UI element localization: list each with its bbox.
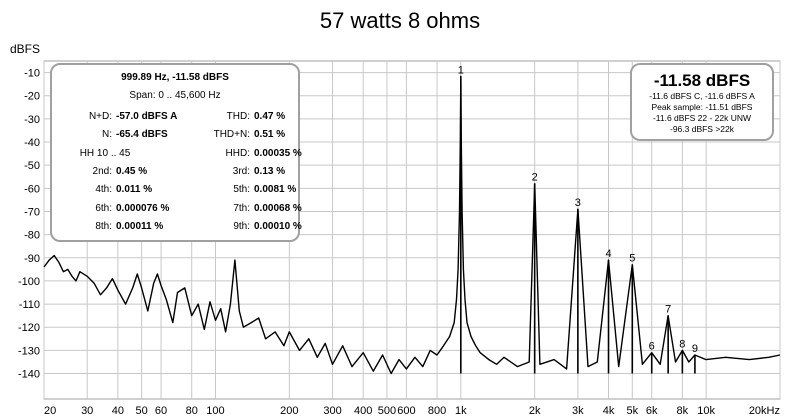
- stat-label: 3rd:: [232, 165, 250, 177]
- x-tick-label: 800: [428, 405, 446, 417]
- stat-value: -65.4 dBFS: [116, 129, 168, 141]
- stats-span: Span: 0 .. 45,600 Hz: [129, 90, 221, 101]
- stat-value: 0.45 %: [116, 165, 148, 177]
- y-tick-label: -110: [19, 299, 40, 311]
- y-tick-label: -80: [24, 230, 40, 242]
- x-tick-label: 20kHz: [749, 405, 780, 417]
- peak-label: 4: [605, 248, 611, 260]
- stat-label: 7th:: [233, 202, 250, 214]
- y-tick-label: -40: [24, 137, 40, 149]
- y-tick-label: -90: [24, 253, 40, 265]
- x-tick-label: 2k: [529, 405, 541, 417]
- x-tick-label: 1k: [455, 405, 467, 417]
- stat-value: 0.13 %: [254, 165, 286, 177]
- stat-label: HH 10 .. 45: [79, 147, 131, 159]
- axis-ticks: -10 -20 -30 -40 -50 -60 -70 -80 -90 -100 -110 -120 -…: [18, 68, 780, 417]
- x-tick-label: 500: [378, 405, 396, 417]
- stat-value: 0.00010 %: [254, 220, 302, 232]
- y-tick-label: -140: [18, 369, 40, 381]
- level-line: Peak sample: -11.51 dBFS: [651, 102, 753, 112]
- stat-label: 4th:: [95, 184, 112, 196]
- x-tick-label: 8k: [677, 405, 689, 417]
- stat-value: 0.00035 %: [254, 147, 302, 159]
- y-tick-label: -20: [24, 91, 40, 103]
- y-tick-label: -10: [24, 68, 40, 80]
- x-tick-label: 50: [136, 405, 148, 417]
- stat-label: 9th:: [233, 220, 250, 232]
- y-tick-label: -130: [18, 345, 40, 357]
- stat-label: N:: [102, 129, 112, 141]
- x-tick-label: 3k: [572, 405, 584, 417]
- x-tick-label: 40: [112, 405, 124, 417]
- x-tick-label: 4k: [603, 405, 615, 417]
- x-tick-label: 10k: [697, 405, 715, 417]
- chart-title: 57 watts 8 ohms: [319, 8, 481, 33]
- peak-label: 9: [692, 343, 698, 355]
- x-tick-label: 200: [280, 405, 298, 417]
- peak-label: 7: [665, 304, 671, 316]
- peak-label: 6: [649, 341, 655, 353]
- stat-value: 0.011 %: [116, 184, 153, 196]
- y-tick-label: -60: [24, 183, 40, 195]
- stat-value: 0.000076 %: [116, 202, 170, 214]
- stat-value: 0.0081 %: [254, 184, 297, 196]
- peak-label: 8: [679, 338, 685, 350]
- level-line: -11.6 dBFS 22 - 22k UNW: [652, 113, 752, 123]
- level-line: -11.6 dBFS C, -11.6 dBFS A: [649, 91, 755, 101]
- stats-header: 999.89 Hz, -11.58 dBFS: [121, 72, 229, 83]
- y-axis-label: dBFS: [10, 42, 40, 56]
- stat-label: THD+N:: [213, 129, 250, 141]
- stat-label: N+D:: [88, 111, 112, 122]
- stat-label: HHD:: [225, 147, 250, 159]
- level-main-value: -11.58 dBFS: [653, 71, 751, 90]
- x-tick-label: 60: [155, 405, 167, 417]
- peak-labels: 1 2 3 4 5 6 7 8 9: [458, 64, 698, 355]
- stat-label: 5th:: [233, 184, 250, 196]
- stats-panel: 999.89 Hz, -11.58 dBFS Span: 0 .. 45,600…: [50, 63, 302, 242]
- x-tick-label: 20: [44, 405, 56, 417]
- stat-label: THD:: [226, 111, 250, 122]
- x-tick-label: 80: [186, 405, 198, 417]
- series-layer: [43, 75, 781, 375]
- x-tick-label: 600: [397, 405, 415, 417]
- x-tick-label: 5k: [626, 405, 638, 417]
- stat-value: 0.47 %: [254, 111, 286, 122]
- y-tick-label: -50: [24, 160, 40, 172]
- stat-label: 2nd:: [92, 165, 112, 177]
- y-tick-label: -30: [24, 114, 40, 126]
- y-tick-label: -120: [18, 322, 40, 334]
- peak-label: 2: [532, 172, 538, 184]
- stat-value: 0.51 %: [254, 129, 286, 141]
- x-tick-label: 6k: [646, 405, 658, 417]
- peak-label: 5: [629, 253, 635, 265]
- stat-value: 0.00011 %: [116, 220, 164, 232]
- x-tick-label: 300: [323, 405, 341, 417]
- y-tick-label: -70: [24, 206, 40, 218]
- peak-label: 3: [575, 197, 581, 209]
- stat-label: 6th:: [95, 202, 112, 214]
- level-line: -96.3 dBFS >22k: [669, 124, 735, 134]
- stat-value: -57.0 dBFS A: [116, 111, 178, 122]
- stat-label: 8th:: [95, 220, 112, 232]
- level-panel: -11.58 dBFS -11.6 dBFS C, -11.6 dBFS A P…: [630, 63, 774, 141]
- y-tick-label: -100: [18, 276, 40, 288]
- stat-value: 0.00068 %: [254, 202, 302, 214]
- x-tick-label: 100: [206, 405, 224, 417]
- x-tick-label: 30: [81, 405, 93, 417]
- spectrum-trace: [43, 75, 781, 375]
- x-tick-label: 400: [354, 405, 372, 417]
- peak-label: 1: [458, 64, 464, 76]
